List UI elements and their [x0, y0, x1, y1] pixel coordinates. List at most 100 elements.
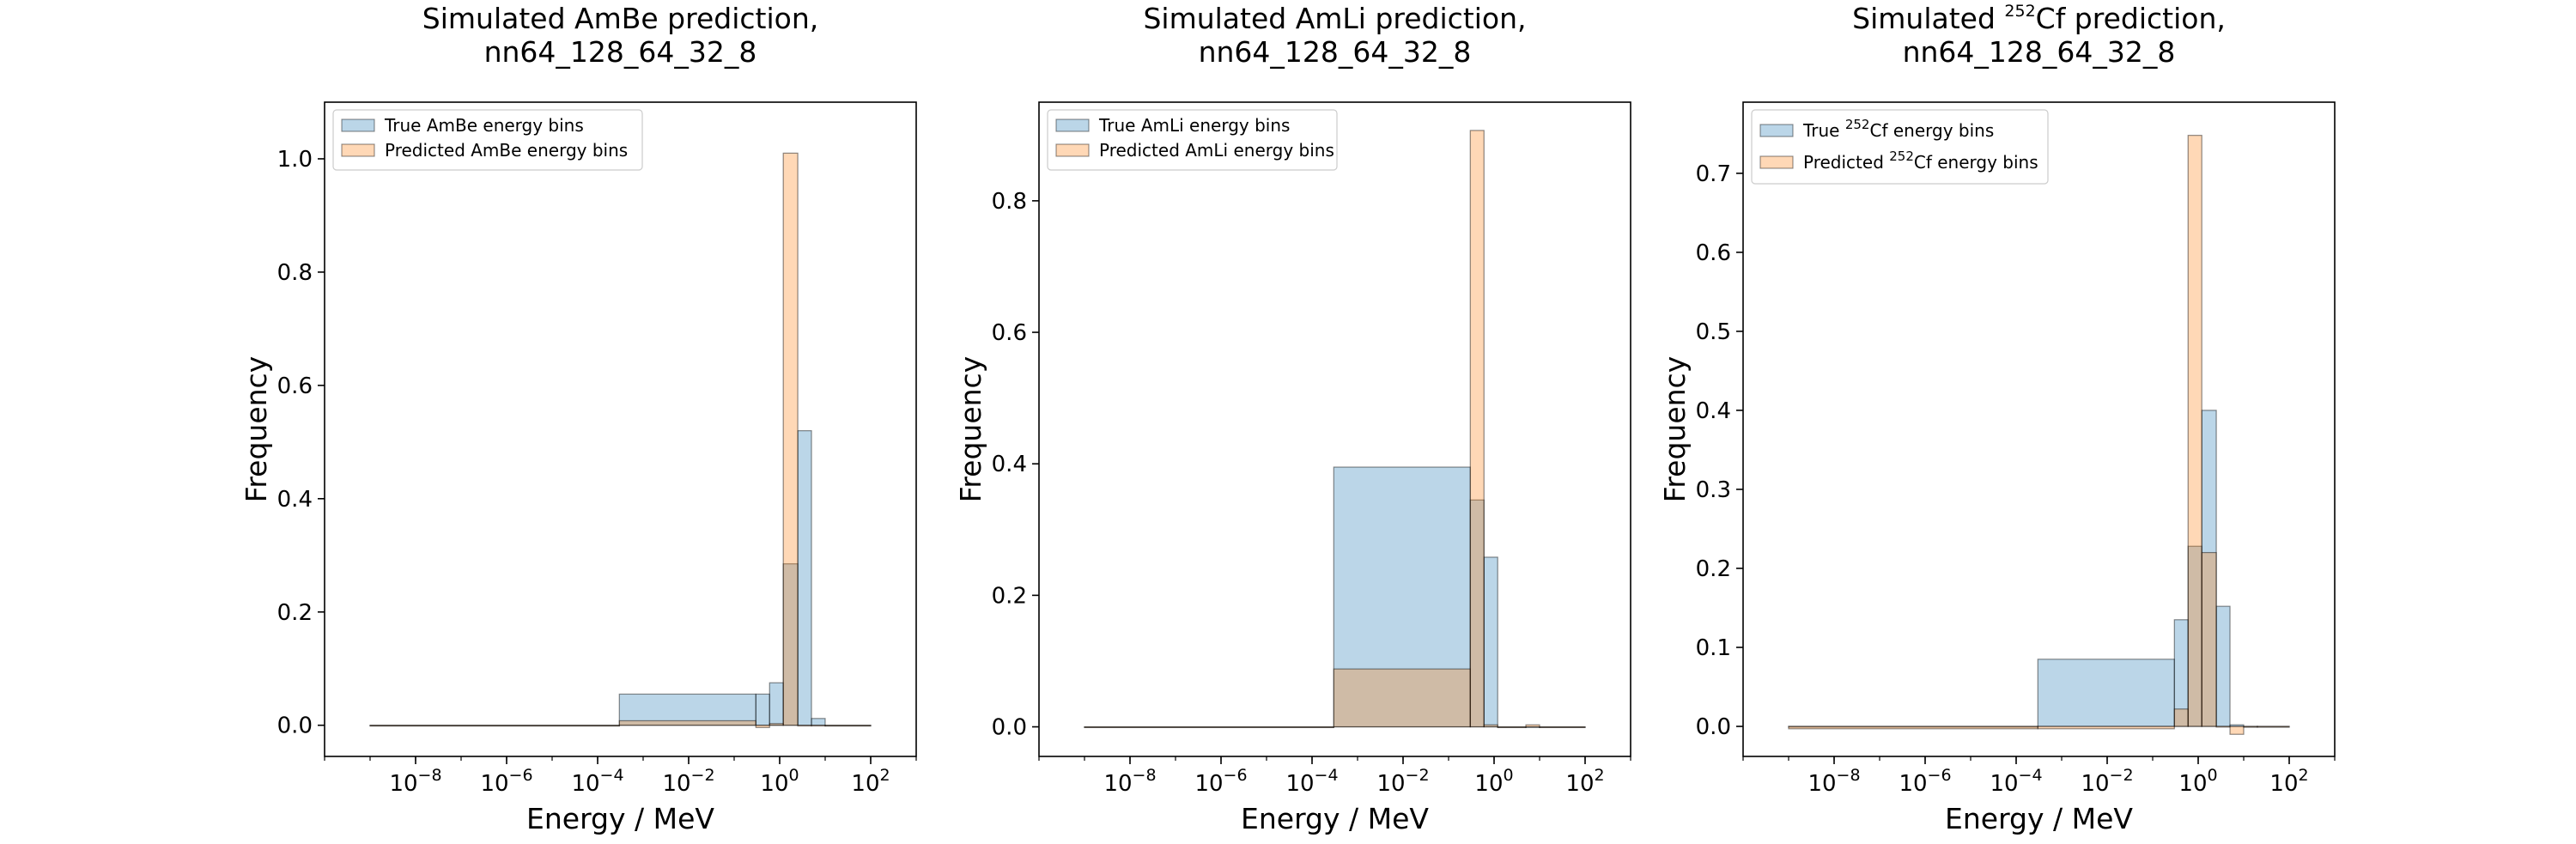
- true-bin-bar: [769, 682, 784, 726]
- x-tick-label: 10−2: [1376, 766, 1429, 797]
- chart-title: Simulated AmLi prediction,: [1143, 2, 1526, 35]
- x-tick-label: 10−6: [1194, 766, 1247, 797]
- y-tick-label: 1.0: [277, 147, 313, 173]
- y-tick-label: 0.7: [1696, 161, 1731, 187]
- true-bin-bar: [1483, 556, 1498, 728]
- axes-frame: [1038, 101, 1631, 757]
- predicted-bin-bar: [2037, 726, 2175, 730]
- true-bin-bar: [782, 563, 799, 726]
- chart-subtitle: nn64_128_64_32_8: [484, 35, 757, 69]
- legend-swatch: [1055, 118, 1090, 132]
- x-tick-label: 10−2: [2081, 766, 2133, 797]
- y-tick-label: 0.8: [992, 189, 1027, 215]
- legend-entry-label: Predicted AmBe energy bins: [385, 140, 628, 161]
- predicted-bin-bar: [618, 720, 756, 726]
- predicted-bin-bar: [1525, 724, 1540, 728]
- legend-entry-label: True AmLi energy bins: [1098, 115, 1290, 136]
- axes-frame: [1742, 101, 2336, 757]
- predicted-bin-bar: [755, 725, 770, 728]
- true-bin-bar: [2243, 726, 2258, 728]
- true-bin-bar: [1539, 726, 1586, 728]
- y-tick-label: 0.2: [277, 600, 313, 626]
- x-tick-label: 10−4: [1285, 766, 1338, 797]
- x-tick-label: 10−8: [389, 766, 441, 797]
- predicted-bin-bar: [1469, 130, 1485, 728]
- true-bin-bar: [755, 693, 770, 726]
- true-bin-bar: [2037, 659, 2175, 727]
- predicted-bin-bar: [1333, 668, 1471, 728]
- axes-frame: [324, 101, 917, 757]
- true-bin-bar: [1788, 726, 2038, 728]
- legend-entry-label: True AmBe energy bins: [384, 115, 584, 136]
- x-tick-label: 100: [2178, 766, 2217, 797]
- y-tick-label: 0.6: [1696, 240, 1731, 266]
- y-tick-label: 0.2: [992, 583, 1027, 609]
- legend-box: [332, 109, 643, 171]
- x-tick-label: 100: [1474, 766, 1513, 797]
- predicted-bin-bar: [2201, 551, 2217, 727]
- x-axis-label: Energy / MeV: [1945, 802, 2133, 835]
- legend-swatch: [341, 118, 375, 132]
- true-bin-bar: [2201, 410, 2217, 727]
- chart-title: Simulated AmBe prediction,: [422, 2, 818, 35]
- x-tick-label: 102: [2269, 766, 2308, 797]
- x-tick-label: 100: [760, 766, 799, 797]
- x-tick-label: 10−6: [1899, 766, 1951, 797]
- y-axis-label: Frequency: [1658, 356, 1692, 502]
- true-bin-bar: [1497, 726, 1527, 728]
- y-tick-label: 0.1: [1696, 635, 1731, 661]
- predicted-bin-bar: [1497, 726, 1527, 728]
- y-tick-label: 0.6: [277, 373, 313, 399]
- y-tick-label: 0.0: [992, 715, 1027, 741]
- predicted-bin-bar: [2215, 726, 2231, 728]
- predicted-bin-bar: [2187, 135, 2202, 727]
- true-bin-bar: [2229, 724, 2245, 727]
- y-axis-label: Frequency: [954, 356, 987, 502]
- predicted-bin-bar: [769, 723, 784, 726]
- y-tick-label: 0.0: [277, 713, 313, 739]
- x-tick-label: 10−2: [662, 766, 714, 797]
- x-axis-label: Energy / MeV: [526, 802, 714, 835]
- predicted-bin-bar: [1539, 726, 1586, 728]
- legend: True AmLi energy bins Predicted AmLi ener…: [1047, 109, 1338, 171]
- legend-swatch: [1055, 143, 1090, 157]
- y-tick-label: 0.4: [992, 452, 1027, 477]
- chart-panel-1: 0.0 0.2 0.4 0.6 0.8 1.0 10−8 10−6 10−4 10−2 100 102…: [240, 2, 917, 835]
- predicted-bin-bar: [1084, 726, 1334, 728]
- y-tick-label: 0.8: [277, 260, 313, 286]
- x-tick-label: 10−6: [480, 766, 532, 797]
- true-bin-bar: [1333, 466, 1471, 728]
- chart-panel-3: 0.0 0.1 0.2 0.3 0.4 0.5 0.6 0.7 10−8 10−6 10−4 10−2…: [1658, 2, 2336, 835]
- predicted-bin-bar: [2243, 726, 2258, 728]
- predicted-bin-bar: [782, 152, 799, 726]
- chart-title: Simulated 252Cf prediction,: [1852, 2, 2226, 35]
- true-bin-bar: [618, 693, 756, 726]
- y-tick-label: 0.0: [1696, 714, 1731, 740]
- legend-entry-label: Predicted 252Cf energy bins: [1803, 149, 2038, 173]
- legend: True 252Cf energy bins Predicted 252Cf en…: [1751, 109, 2049, 185]
- x-axis-label: Energy / MeV: [1241, 802, 1429, 835]
- legend-entry-label: True 252Cf energy bins: [1802, 117, 1994, 141]
- y-tick-label: 0.6: [992, 320, 1027, 346]
- legend-entry-label: Predicted AmLi energy bins: [1099, 140, 1334, 161]
- y-tick-label: 0.4: [277, 487, 313, 513]
- chart-subtitle: nn64_128_64_32_8: [1199, 35, 1472, 69]
- true-bin-bar: [2173, 619, 2189, 727]
- chart-panel-2: 0.0 0.2 0.4 0.6 0.8 10−8 10−6 10−4 10−2 100 102 Ene…: [954, 2, 1631, 835]
- legend: True AmBe energy bins Predicted AmBe ener…: [332, 109, 643, 171]
- x-tick-label: 102: [1565, 766, 1604, 797]
- legend-swatch: [1759, 124, 1794, 137]
- y-tick-label: 0.3: [1696, 477, 1731, 503]
- predicted-bin-bar: [2173, 708, 2189, 727]
- y-tick-label: 0.5: [1696, 319, 1731, 345]
- predicted-bin-bar: [1788, 726, 2038, 730]
- true-bin-bar: [811, 718, 826, 726]
- x-tick-label: 10−4: [571, 766, 623, 797]
- legend-box: [1047, 109, 1338, 171]
- true-bin-bar: [2187, 545, 2202, 727]
- predicted-bin-bar: [2257, 726, 2290, 728]
- x-tick-label: 102: [851, 766, 890, 797]
- legend-swatch: [341, 143, 375, 157]
- predicted-bin-bar: [2229, 726, 2245, 735]
